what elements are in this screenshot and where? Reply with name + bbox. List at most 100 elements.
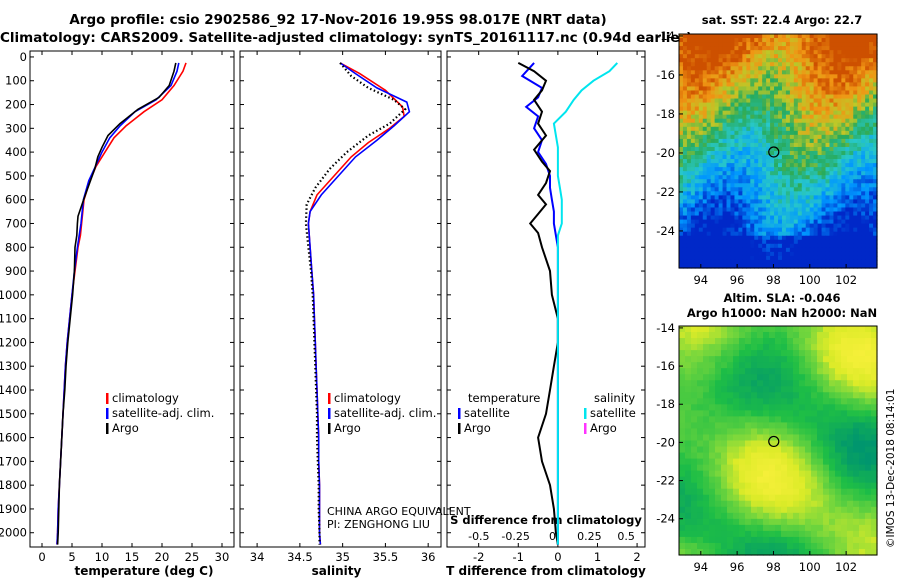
map-cell [861,146,866,152]
map-cell [679,146,684,152]
map-cell [738,215,743,221]
map-cell [766,122,771,128]
map-cell [829,191,835,196]
map-cell [841,452,848,460]
map-cell [770,98,775,104]
map-cell [679,155,684,160]
map-cell [706,78,712,84]
map-cell [853,106,858,112]
map-cell [774,231,779,237]
map-cell [718,94,724,100]
map-cell [721,356,728,363]
map-cell [734,155,739,160]
map-cell [821,159,827,164]
map-cell [853,62,858,67]
map-cell [785,142,791,148]
map-cell [841,146,846,152]
map-cell [757,506,764,514]
map-cell [775,500,782,508]
map-cell [857,70,862,75]
map-cell [762,247,767,253]
map-cell [682,207,688,213]
map-cell [706,191,712,196]
map-cell [865,183,870,188]
map-cell [706,215,712,221]
map-cell [682,247,688,253]
map-cell [781,74,787,79]
map-cell [845,223,850,229]
map-cell [706,231,712,237]
series-line-sal-climatology [307,62,406,545]
map-cell [873,138,878,144]
map-cell [841,175,846,180]
map-cell [835,344,842,351]
map-cell [787,542,794,550]
map-cell [789,259,795,265]
map-cell [817,151,823,156]
map-cell [787,374,794,381]
map-cell [769,428,776,436]
map-cell [829,78,835,84]
map-cell [774,66,779,71]
map-cell [686,62,692,67]
map-cell [823,434,830,442]
map-cell [746,231,751,237]
map-cell [697,494,704,502]
map-cell [754,171,759,176]
map-cell [809,187,815,192]
map-cell [739,434,746,442]
map-cell [754,263,759,269]
map-cell [805,350,812,357]
map-cell [873,243,878,249]
map-cell [742,98,747,104]
map-cell [691,428,698,436]
map-cell [709,548,716,556]
map-cell [837,114,842,120]
map-cell [682,114,688,120]
map-cell [706,159,712,164]
map-cell [766,146,771,152]
map-cell [861,98,866,104]
map-cell [865,66,870,71]
map-cell [865,434,872,442]
map-cell [813,126,819,132]
map-cell [730,167,736,172]
map-cell [763,482,770,490]
map-cell [825,102,831,108]
map-cell [817,46,823,51]
map-cell [789,74,795,79]
map-cell [785,247,791,253]
map-cell [746,171,751,176]
map-cell [841,446,848,454]
map-cell [869,42,874,47]
map-cell [775,332,782,339]
map-cell [718,171,724,176]
map-cell [865,524,872,532]
map-cell [793,235,799,241]
map-cell [859,410,866,417]
map-cell [865,138,870,144]
map-cell [829,231,835,237]
map-cell [845,215,850,221]
map-cell [805,542,812,550]
map-cell [745,350,752,357]
map-cell [865,163,870,168]
legend-temp-label: Argo [112,421,139,435]
map-cell [710,138,716,144]
map-cell [817,440,824,448]
map-cell [774,78,779,84]
map-cell [750,110,755,116]
map-cell [813,263,819,269]
map-cell [727,548,734,556]
map-cell [829,440,836,448]
map-cell [770,199,775,205]
map-cell [847,518,854,526]
map-cell [811,518,818,526]
map-cell [679,506,686,514]
map-cell [857,126,862,132]
map-cell [697,410,704,417]
map-cell [738,255,743,261]
map-cell [825,114,831,120]
map-cell [751,344,758,351]
footer-credit: ©IMOS 13-Dec-2018 08:14:01 [885,389,897,548]
